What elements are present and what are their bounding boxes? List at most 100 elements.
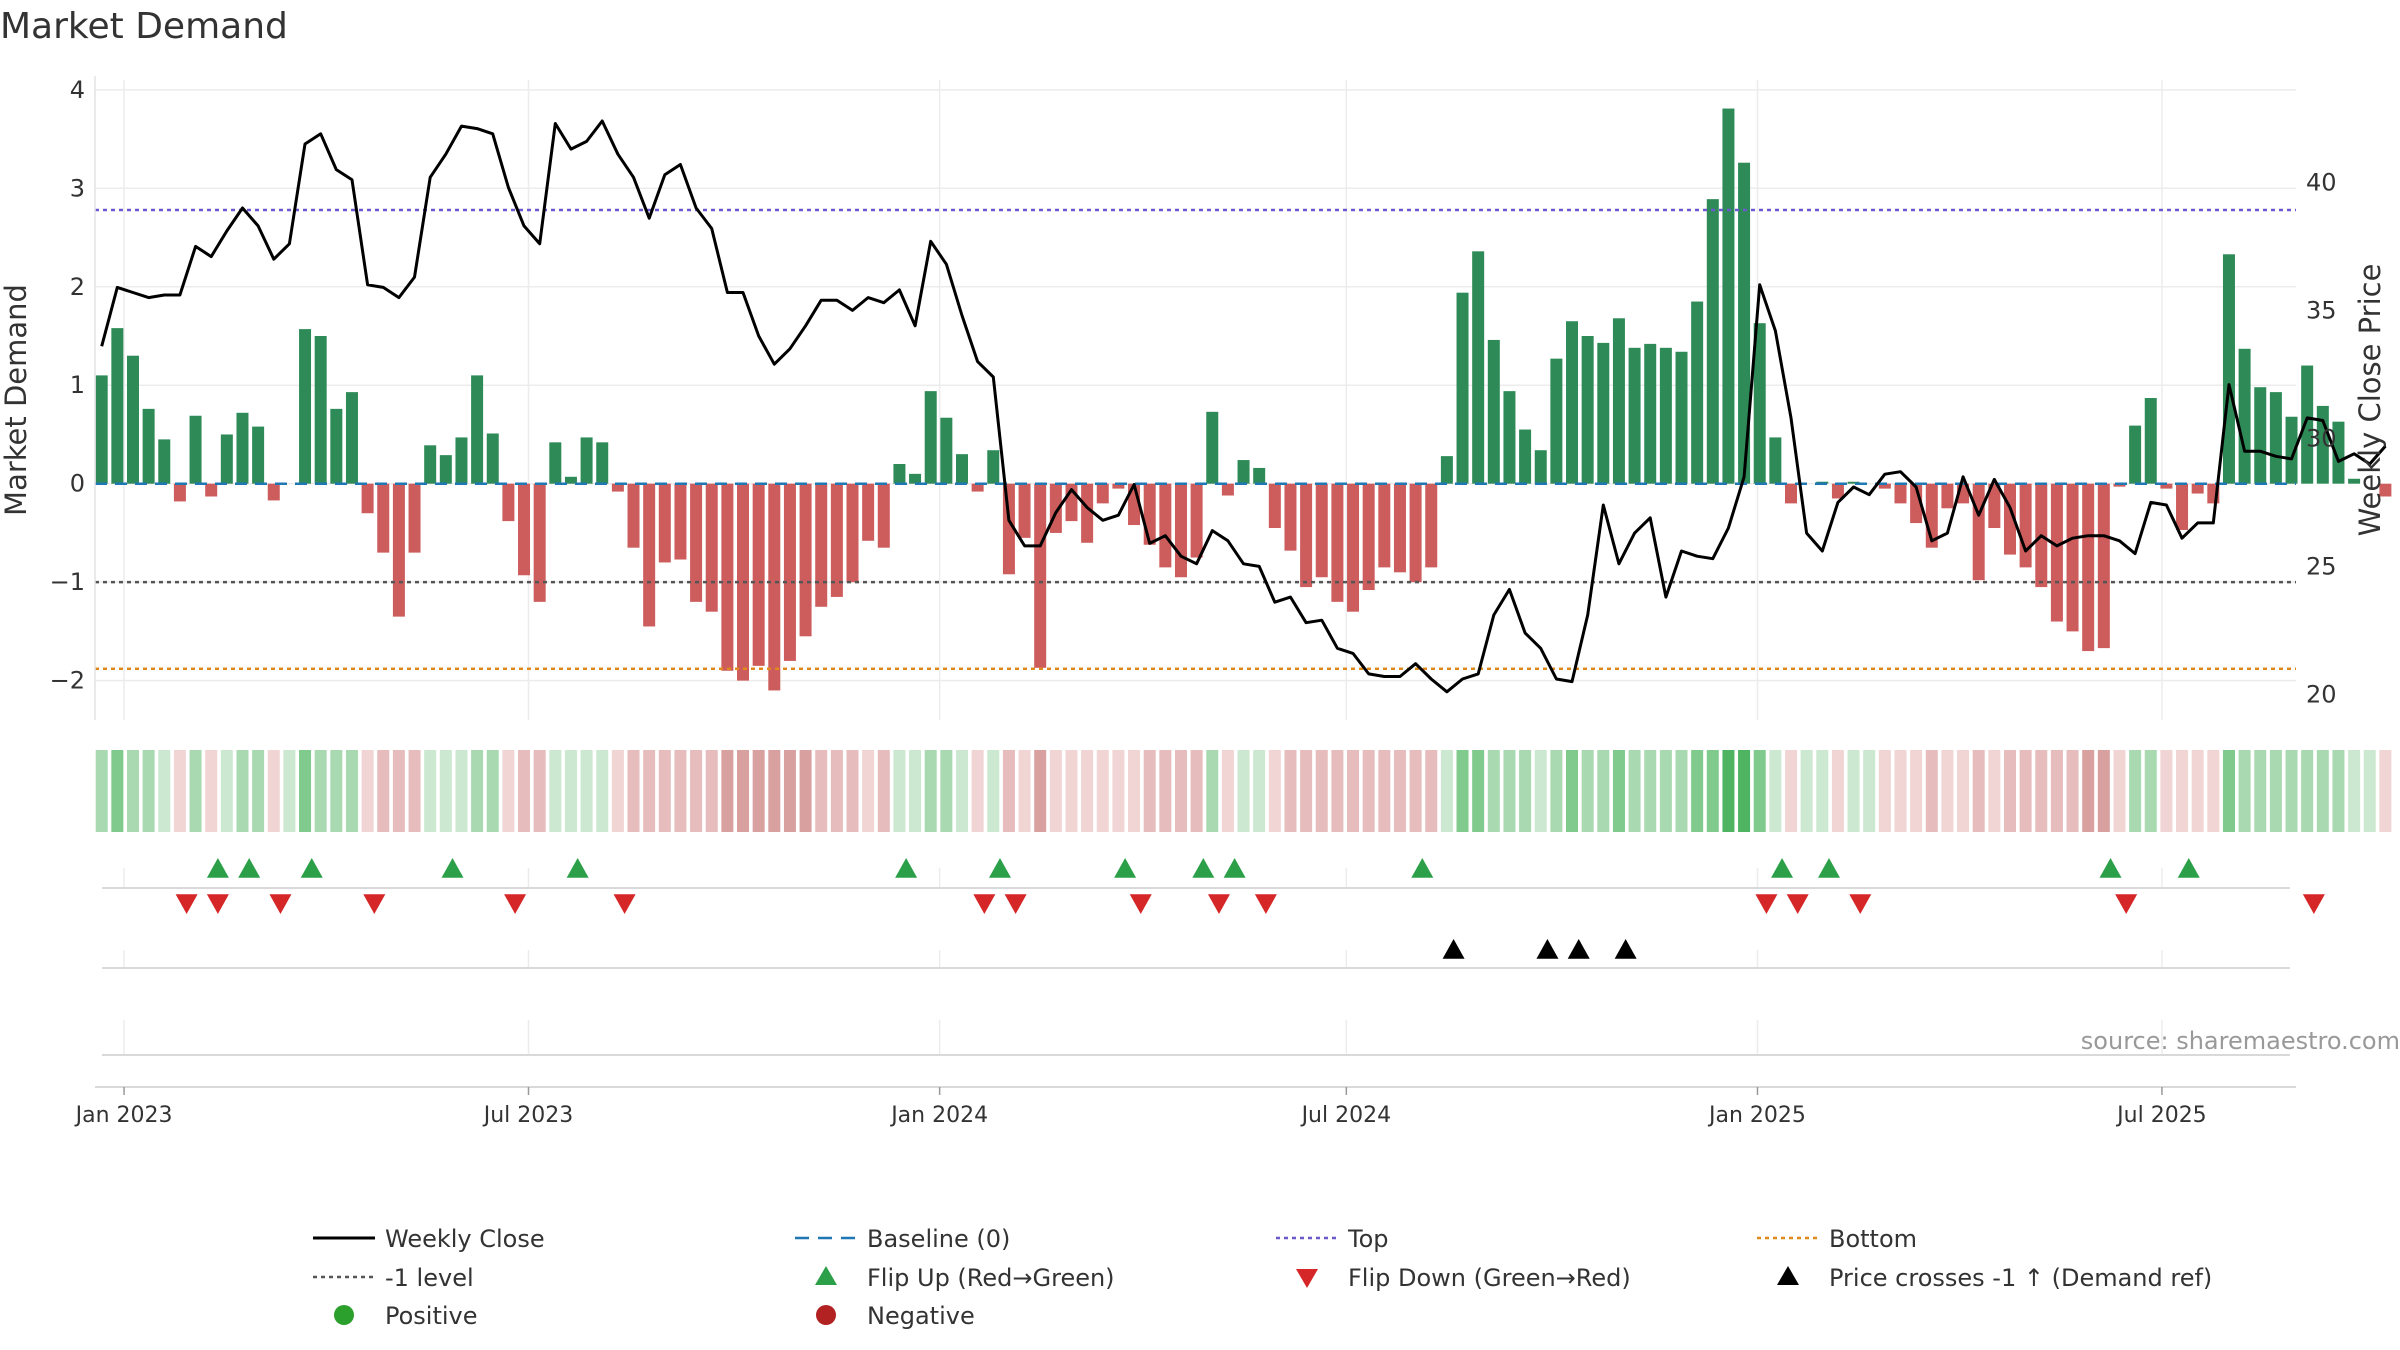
legend-label: Top <box>1347 1225 1389 1253</box>
strip-cell <box>1753 750 1766 832</box>
legend-label: Price crosses -1 ↑ (Demand ref) <box>1829 1264 2212 1292</box>
demand-bar <box>173 483 186 502</box>
demand-bar <box>392 483 405 617</box>
demand-bar <box>2191 483 2204 494</box>
y-axis-right-label: Weekly Close Price <box>2353 264 2387 537</box>
strip-cell <box>1941 750 1954 832</box>
strip-cell <box>2269 750 2282 832</box>
flip-down-marker <box>1004 894 1027 914</box>
strip-cell <box>377 750 390 832</box>
strip-cell <box>1049 750 1062 832</box>
legend-label: Weekly Close <box>385 1225 545 1253</box>
flip-up-marker <box>206 858 229 878</box>
demand-bar <box>1378 483 1391 568</box>
legend-label: Flip Down (Green→Red) <box>1348 1264 1631 1292</box>
strip-cell <box>1034 750 1047 832</box>
demand-bar <box>2129 425 2142 484</box>
demand-bar <box>1738 162 1751 484</box>
strip-cell <box>846 750 859 832</box>
strip-cell <box>1174 750 1187 832</box>
strip-cell <box>220 750 233 832</box>
demand-bar <box>1722 108 1735 484</box>
demand-bar <box>690 483 703 602</box>
demand-bar <box>1159 483 1172 568</box>
demand-bar <box>940 417 953 484</box>
demand-bar <box>1988 483 2001 528</box>
y-tick-left: 3 <box>70 174 85 202</box>
demand-bar <box>705 483 718 612</box>
demand-bar <box>314 336 327 484</box>
demand-bar <box>1221 483 1234 496</box>
strip-cell <box>1206 750 1219 832</box>
strip-cell <box>2097 750 2110 832</box>
strip-cell <box>361 750 374 832</box>
strip-cell <box>1096 750 1109 832</box>
demand-bar <box>1612 318 1625 484</box>
demand-bar <box>1315 483 1328 578</box>
flip-up-marker <box>1192 858 1215 878</box>
strip-cell <box>815 750 828 832</box>
demand-bar <box>2097 483 2110 649</box>
demand-bar <box>1425 483 1438 568</box>
strip-cell <box>1128 750 1141 832</box>
demand-bar <box>1628 347 1641 484</box>
flip-down-marker <box>1254 894 1277 914</box>
legend-label: Positive <box>385 1302 478 1330</box>
flip-up-marker <box>895 858 918 878</box>
strip-cell <box>690 750 703 832</box>
demand-bar <box>1784 483 1797 504</box>
strip-cell <box>1362 750 1375 832</box>
legend-item: Flip Down (Green→Red) <box>1296 1264 1631 1292</box>
strip-cell <box>627 750 640 832</box>
strip-cell <box>1143 750 1156 832</box>
demand-bar <box>1018 483 1031 538</box>
y-tick-left: 0 <box>70 470 85 498</box>
strip-cell <box>1878 750 1891 832</box>
demand-bar <box>721 483 734 671</box>
legend-item: Price crosses -1 ↑ (Demand ref) <box>1777 1264 2212 1292</box>
demand-bar <box>1894 483 1907 504</box>
strip-cell <box>1706 750 1719 832</box>
flip-down-marker <box>363 894 386 914</box>
demand-bar <box>1440 456 1453 484</box>
strip-cell <box>189 750 202 832</box>
x-tick-label: Jul 2024 <box>1300 1103 1392 1128</box>
strip-cell <box>674 750 687 832</box>
demand-bar <box>1174 483 1187 578</box>
demand-bar <box>1534 450 1547 484</box>
strip-cell <box>1957 750 1970 832</box>
strip-cell <box>2176 750 2189 832</box>
flip-down-marker <box>2115 894 2138 914</box>
strip-cell <box>1393 750 1406 832</box>
strip-cell <box>1691 750 1704 832</box>
y-tick-left: 2 <box>70 273 85 301</box>
demand-bar <box>1753 323 1766 484</box>
demand-bar <box>502 483 515 522</box>
demand-bar <box>330 408 343 484</box>
demand-bar <box>1237 460 1250 484</box>
strip-cell <box>1784 750 1797 832</box>
demand-bar <box>1393 483 1406 573</box>
strip-cell <box>2019 750 2032 832</box>
strip-cell <box>1378 750 1391 832</box>
chart-title: Market Demand <box>0 6 288 47</box>
demand-bar <box>768 483 781 691</box>
demand-bar <box>1691 301 1704 484</box>
strip-cell <box>1675 750 1688 832</box>
flip-up-marker <box>2177 858 2200 878</box>
strip-cell <box>1472 750 1485 832</box>
strip-cell <box>1612 750 1625 832</box>
demand-bar <box>643 483 656 627</box>
strip-cell <box>2285 750 2298 832</box>
demand-bar <box>596 442 609 484</box>
weekly-close-line <box>100 119 2387 694</box>
demand-bar <box>299 329 312 484</box>
strip-cell <box>2222 750 2235 832</box>
strip-cell <box>1002 750 1015 832</box>
strip-cell <box>1816 750 1829 832</box>
demand-bar <box>408 483 421 553</box>
flip-down-marker <box>175 894 198 914</box>
demand-bar <box>2082 483 2095 652</box>
strip-cell <box>2363 750 2376 832</box>
demand-bar <box>361 483 374 514</box>
